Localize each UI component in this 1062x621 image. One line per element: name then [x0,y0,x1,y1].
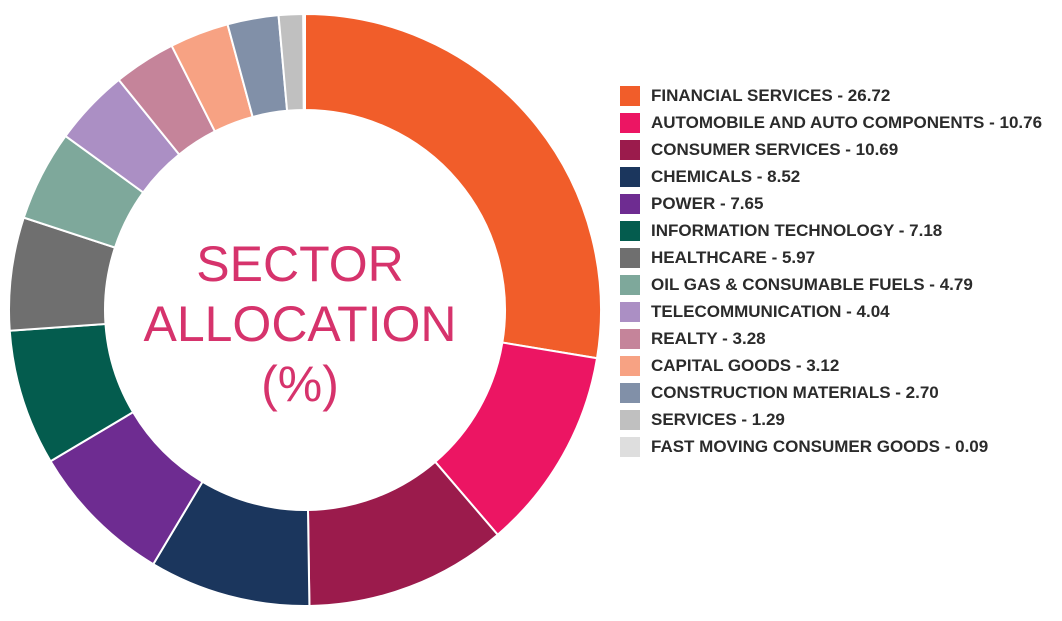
legend-swatch [620,410,640,430]
legend-label: TELECOMMUNICATION - 4.04 [651,302,890,321]
legend-swatch [620,356,640,376]
legend-label: OIL GAS & CONSUMABLE FUELS - 4.79 [651,275,973,294]
legend-item: CONSUMER SERVICES - 10.69 [620,138,1056,162]
legend-swatch [620,383,640,403]
legend-label: FINANCIAL SERVICES - 26.72 [651,86,891,105]
legend-swatch [620,437,640,457]
legend-swatch [620,221,640,241]
legend-label: CHEMICALS - 8.52 [651,167,801,186]
legend-item: HEALTHCARE - 5.97 [620,246,1056,270]
legend-swatch [620,140,640,160]
legend-label: POWER - 7.65 [651,194,764,213]
legend-swatch [620,167,640,187]
legend: FINANCIAL SERVICES - 26.72 AUTOMOBILE AND… [620,84,1056,462]
chart-title-line-2: ALLOCATION [143,296,456,352]
slice-fast-moving-consumer-goods [302,12,306,112]
legend-item: AUTOMOBILE AND AUTO COMPONENTS - 10.76 [620,111,1056,135]
legend-label: CONSTRUCTION MATERIALS - 2.70 [651,383,939,402]
legend-label: INFORMATION TECHNOLOGY - 7.18 [651,221,943,240]
legend-item: POWER - 7.65 [620,192,1056,216]
legend-swatch [620,302,640,322]
legend-label: HEALTHCARE - 5.97 [651,248,816,267]
slice-financial-services [304,12,602,360]
legend-swatch [620,275,640,295]
legend-swatch [620,86,640,106]
legend-label: CAPITAL GOODS - 3.12 [651,356,840,375]
legend-swatch [620,113,640,133]
legend-item: TELECOMMUNICATION - 4.04 [620,300,1056,324]
legend-item: CHEMICALS - 8.52 [620,165,1056,189]
legend-label: SERVICES - 1.29 [651,410,785,429]
chart-title-line-3: (%) [261,356,339,412]
legend-item: CONSTRUCTION MATERIALS - 2.70 [620,381,1056,405]
legend-item: OIL GAS & CONSUMABLE FUELS - 4.79 [620,273,1056,297]
legend-item: FINANCIAL SERVICES - 26.72 [620,84,1056,108]
legend-label: AUTOMOBILE AND AUTO COMPONENTS - 10.76 [651,113,1043,132]
donut-chart: SECTOR ALLOCATION (%) [8,12,602,607]
donut-slices [8,12,602,607]
legend-item: REALTY - 3.28 [620,327,1056,351]
legend-label: FAST MOVING CONSUMER GOODS - 0.09 [651,437,989,456]
chart-title-line-1: SECTOR [196,236,403,292]
legend-item: FAST MOVING CONSUMER GOODS - 0.09 [620,435,1056,459]
legend-swatch [620,194,640,214]
legend-item: SERVICES - 1.29 [620,408,1056,432]
legend-swatch [620,329,640,349]
legend-label: REALTY - 3.28 [651,329,766,348]
legend-swatch [620,248,640,268]
legend-item: INFORMATION TECHNOLOGY - 7.18 [620,219,1056,243]
legend-label: CONSUMER SERVICES - 10.69 [651,140,899,159]
legend-item: CAPITAL GOODS - 3.12 [620,354,1056,378]
